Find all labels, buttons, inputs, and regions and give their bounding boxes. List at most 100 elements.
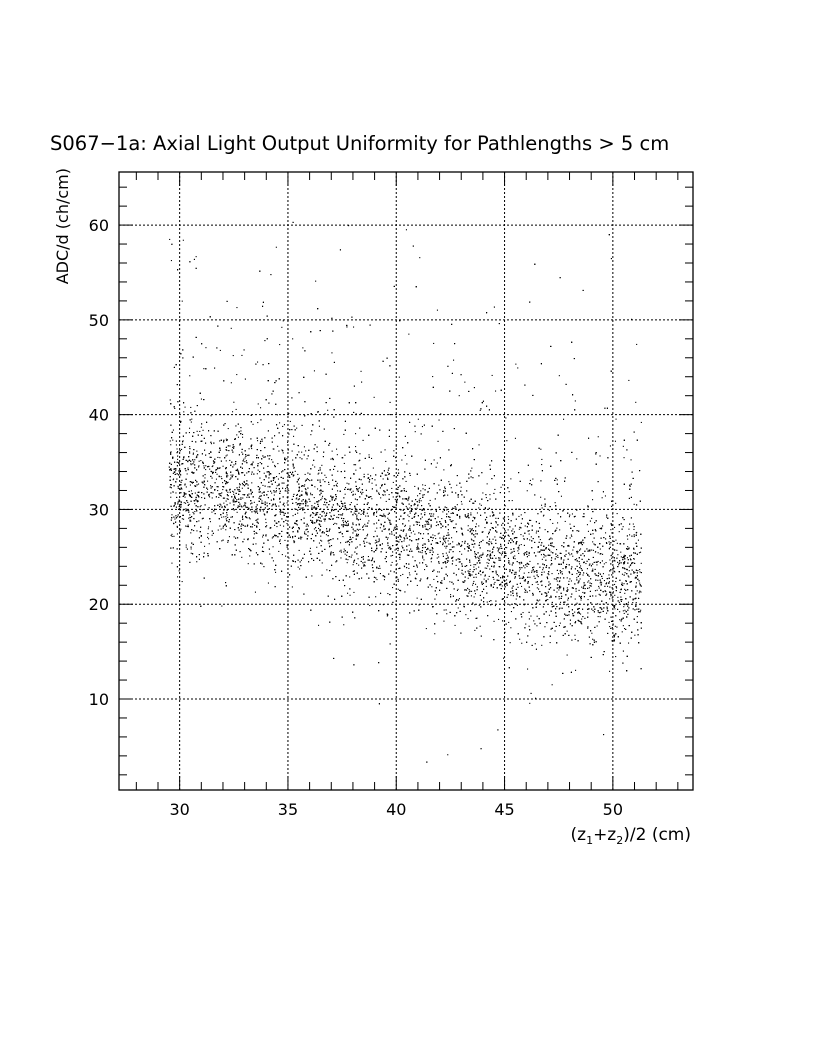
data-point (620, 556, 622, 558)
data-point (624, 588, 626, 590)
data-point (392, 587, 394, 589)
data-point (633, 548, 635, 550)
data-point (204, 477, 206, 479)
data-point (453, 359, 455, 361)
data-point (304, 484, 306, 486)
data-point (509, 571, 511, 573)
data-point (236, 307, 238, 309)
data-point (173, 535, 175, 537)
data-point (198, 520, 200, 522)
data-point (432, 376, 434, 378)
data-point (587, 627, 589, 629)
data-point (488, 600, 490, 602)
data-point (544, 529, 546, 531)
data-point (267, 490, 269, 492)
data-point (225, 455, 227, 457)
data-point (275, 490, 277, 492)
data-point (486, 522, 488, 524)
data-point (632, 523, 634, 525)
data-point (475, 564, 477, 566)
data-point (524, 588, 526, 590)
data-point (317, 488, 319, 490)
data-point (530, 536, 532, 538)
data-point (461, 541, 463, 543)
data-point (504, 631, 506, 633)
data-point (293, 435, 295, 437)
data-point (616, 513, 618, 515)
data-point (466, 516, 468, 518)
data-point (305, 488, 307, 490)
data-point (437, 440, 439, 442)
data-point (611, 561, 613, 563)
data-point (426, 549, 428, 551)
data-point (624, 592, 626, 594)
data-point (517, 550, 519, 552)
data-point (274, 464, 276, 466)
data-point (424, 512, 426, 514)
data-point (461, 572, 463, 574)
data-point (237, 468, 239, 470)
data-point (382, 494, 384, 496)
data-point (207, 488, 209, 490)
data-point (478, 507, 480, 509)
data-point (292, 515, 294, 517)
data-point (482, 531, 484, 533)
data-point (356, 546, 358, 548)
data-point (591, 517, 593, 519)
data-point (368, 454, 370, 456)
data-point (283, 424, 285, 426)
data-point (279, 498, 281, 500)
data-point (331, 545, 333, 547)
data-point (261, 492, 263, 494)
data-point (190, 490, 192, 492)
data-point (626, 557, 628, 559)
data-point (224, 497, 226, 499)
data-point (316, 546, 318, 548)
data-point (538, 551, 540, 553)
data-point (630, 564, 632, 566)
data-point (196, 455, 198, 457)
data-point (310, 492, 312, 494)
data-point (319, 490, 321, 492)
data-point (249, 555, 251, 557)
data-point (402, 518, 404, 520)
data-point (216, 486, 218, 488)
data-point (426, 521, 428, 523)
data-point (301, 536, 303, 538)
data-point (310, 494, 312, 496)
data-point (200, 505, 202, 507)
data-point (291, 450, 293, 452)
data-point (473, 546, 475, 548)
data-point (430, 561, 432, 563)
data-point (528, 551, 530, 553)
data-point (281, 449, 283, 451)
data-point (302, 347, 304, 349)
data-point (367, 473, 369, 475)
data-point (444, 545, 446, 547)
data-point (376, 489, 378, 491)
data-point (195, 499, 197, 501)
data-point (536, 625, 538, 627)
data-point (395, 445, 397, 447)
data-point (265, 534, 267, 536)
data-point (493, 578, 495, 580)
data-point (276, 414, 278, 416)
data-point (460, 527, 462, 529)
data-point (483, 604, 485, 606)
data-point (623, 583, 625, 585)
data-point (313, 497, 315, 499)
data-point (355, 464, 357, 466)
data-point (220, 476, 222, 478)
data-point (387, 477, 389, 479)
data-point (609, 445, 611, 447)
data-point (502, 551, 504, 553)
data-point (468, 545, 470, 547)
data-point (346, 482, 348, 484)
data-point (257, 469, 259, 471)
data-point (250, 503, 252, 505)
data-point (555, 556, 557, 558)
data-point (253, 533, 255, 535)
data-point (587, 550, 589, 552)
data-point (636, 343, 638, 345)
data-point (244, 457, 246, 459)
